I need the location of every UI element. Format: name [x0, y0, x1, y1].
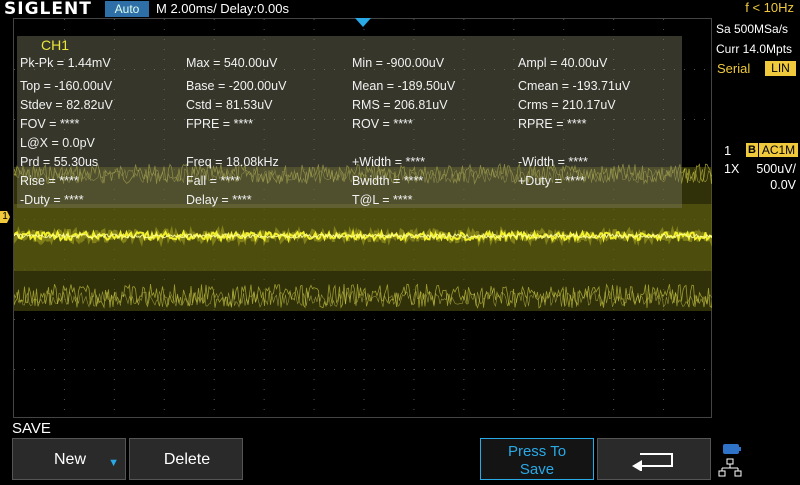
- measurement-value: FOV = ****: [20, 117, 80, 131]
- ch1-offset-marker[interactable]: 1: [0, 211, 10, 223]
- trigger-frequency: f < 10Hz: [712, 0, 800, 18]
- trigger-mode-badge[interactable]: Auto: [105, 1, 149, 17]
- measurement-row: L@X = 0.0pV: [20, 136, 680, 154]
- waveform-traces: [14, 162, 713, 311]
- measurement-value: Mean = -189.50uV: [352, 79, 456, 93]
- measurement-value: RMS = 206.81uV: [352, 98, 448, 112]
- memory-depth: Curr 14.0Mpts: [716, 42, 793, 56]
- channel-number: 1: [724, 143, 732, 158]
- delete-button-label: Delete: [163, 451, 211, 468]
- sample-rate: Sa 500MSa/s: [716, 22, 789, 36]
- measurement-value: Freq = 18.08kHz: [186, 155, 279, 169]
- measurement-value: Ampl = 40.00uV: [518, 56, 608, 70]
- measurement-row: FOV = **** FPRE = **** ROV = **** RPRE = **…: [20, 117, 680, 135]
- measurement-value: Pk-Pk = 1.44mV: [20, 56, 111, 70]
- volts-per-div: 500uV/: [756, 162, 796, 176]
- press-to-save-button[interactable]: Press To Save: [480, 438, 594, 480]
- measurement-row: -Duty = **** Delay = **** T@L = ****: [20, 193, 680, 211]
- submenu-arrow-icon: ▼: [108, 457, 119, 469]
- measurement-value: +Duty = ****: [518, 174, 585, 188]
- decode-label[interactable]: Serial: [717, 61, 751, 76]
- new-button[interactable]: New ▼: [12, 438, 126, 480]
- measurement-value: -Width = ****: [518, 155, 588, 169]
- right-info-panel: [712, 0, 800, 480]
- timebase-readout[interactable]: M 2.00ms/ Delay:0.00s: [156, 1, 289, 16]
- status-icons: [716, 440, 796, 480]
- measurement-channel-label: CH1: [41, 37, 70, 53]
- measurement-value: Delay = ****: [186, 193, 252, 207]
- measurement-value: Base = -200.00uV: [186, 79, 287, 93]
- return-arrow-icon: [632, 453, 673, 471]
- delete-button[interactable]: Delete: [129, 438, 243, 480]
- trigger-position-marker[interactable]: [355, 18, 371, 27]
- measurement-row: Rise = **** Fall = **** Bwidth = **** +Duty…: [20, 174, 680, 192]
- measurement-row: Prd = 55.30us Freq = 18.08kHz +Width = ***…: [20, 155, 680, 173]
- measurement-value: Min = -900.00uV: [352, 56, 445, 70]
- measurement-value: -Duty = ****: [20, 193, 84, 207]
- waveform-display[interactable]: [13, 18, 713, 418]
- decode-protocol-badge[interactable]: LIN: [765, 61, 796, 76]
- measurement-value: L@X = 0.0pV: [20, 136, 95, 150]
- measurement-value: Crms = 210.17uV: [518, 98, 616, 112]
- bandwidth-limit-flag: B: [746, 143, 758, 157]
- measurement-row: Stdev = 82.82uV Cstd = 81.53uV RMS = 206.8…: [20, 98, 680, 116]
- usb-storage-icon: [723, 444, 741, 454]
- measurement-row: Top = -160.00uV Base = -200.00uV Mean = -1…: [20, 79, 680, 97]
- top-status-bar: [0, 0, 712, 18]
- measurement-value: RPRE = ****: [518, 117, 587, 131]
- channel-coupling: AC1M: [759, 143, 798, 157]
- measurement-value: FPRE = ****: [186, 117, 254, 131]
- menu-title: SAVE: [12, 420, 51, 437]
- press-to-save-line1: Press To: [507, 443, 567, 460]
- measurement-panel: CH1 Pk-Pk = 1.44mV Max = 540.00uV Min = -9…: [17, 36, 682, 208]
- measurement-value: Cstd = 81.53uV: [186, 98, 273, 112]
- press-to-save-line2: Save: [519, 461, 555, 478]
- measurement-value: Prd = 55.30us: [20, 155, 99, 169]
- measurement-value: Rise = ****: [20, 174, 79, 188]
- back-button[interactable]: [597, 438, 711, 480]
- measurement-row: Pk-Pk = 1.44mV Max = 540.00uV Min = -900.0…: [20, 56, 680, 74]
- measurement-value: Cmean = -193.71uV: [518, 79, 631, 93]
- measurement-value: ROV = ****: [352, 117, 413, 131]
- probe-attenuation: 1X: [724, 162, 740, 176]
- trigger-frequency-text: f < 10Hz: [745, 0, 794, 15]
- brand-logo: SIGLENT: [4, 0, 92, 19]
- channel-offset: 0.0V: [770, 178, 796, 192]
- measurement-value: Stdev = 82.82uV: [20, 98, 113, 112]
- network-icon: [718, 458, 742, 477]
- measurement-value: Fall = ****: [186, 174, 240, 188]
- measurement-value: Top = -160.00uV: [20, 79, 113, 93]
- measurement-value: Max = 540.00uV: [186, 56, 278, 70]
- measurement-value: +Width = ****: [352, 155, 425, 169]
- new-button-label: New: [53, 451, 86, 468]
- measurement-value: Bwidth = ****: [352, 174, 424, 188]
- measurement-value: T@L = ****: [352, 193, 413, 207]
